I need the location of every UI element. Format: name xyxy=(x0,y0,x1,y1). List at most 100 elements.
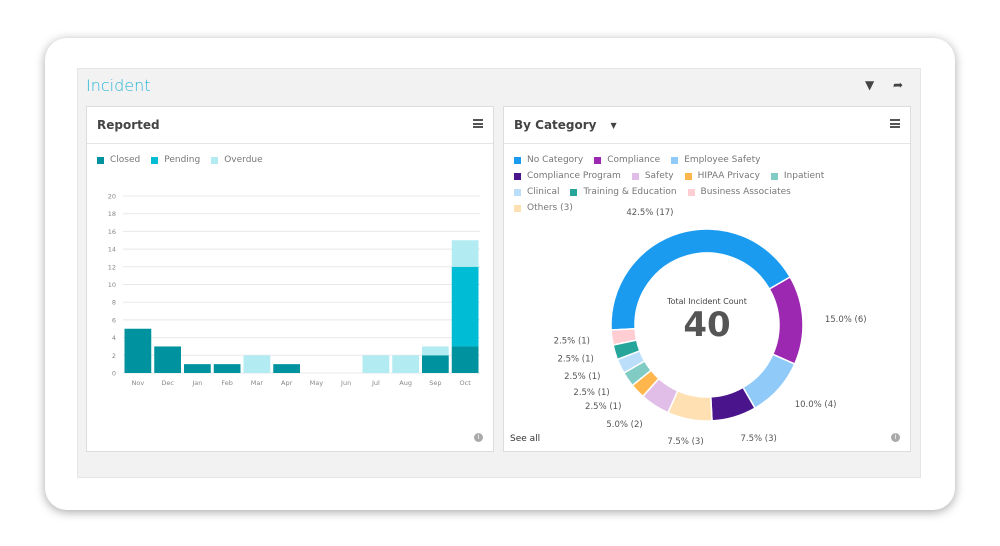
bar-overdue xyxy=(451,240,479,267)
slice-label: 2.5% (1) xyxy=(585,402,621,412)
legend-swatch xyxy=(514,204,521,212)
slice-label: 7.5% (3) xyxy=(741,434,777,444)
bar-closed xyxy=(422,355,449,373)
legend-item[interactable]: Closed xyxy=(97,152,140,168)
by-category-card: By Category ▼ No Category Compliance Employ… xyxy=(503,106,911,452)
list-menu-icon[interactable] xyxy=(890,119,900,128)
legend-swatch xyxy=(514,172,521,180)
slice-label: 2.5% (1) xyxy=(573,388,609,398)
legend-label: Business Associates xyxy=(700,187,791,197)
legend-item[interactable]: No Category xyxy=(514,152,583,168)
y-tick-label: 12 xyxy=(108,263,116,271)
y-tick-label: 20 xyxy=(108,193,116,201)
bar-pending xyxy=(451,266,479,347)
bar-closed xyxy=(154,346,181,373)
bar-overdue xyxy=(392,355,419,373)
legend-label: Training & Education xyxy=(583,187,677,197)
x-tick-label: Apr xyxy=(281,379,293,387)
category-dropdown[interactable]: By Category xyxy=(514,118,597,132)
legend-swatch xyxy=(684,172,692,180)
x-tick-label: Mar xyxy=(251,379,264,387)
x-tick-label: Jun xyxy=(340,379,351,387)
y-tick-label: 10 xyxy=(108,281,116,289)
x-tick-label: Sep xyxy=(429,379,441,387)
legend-label: Closed xyxy=(110,155,141,165)
legend-item[interactable]: Safety xyxy=(631,168,674,184)
see-all-link[interactable]: See all xyxy=(510,434,541,444)
panel-title: Incident xyxy=(86,76,151,95)
legend-label: No Category xyxy=(527,155,584,165)
legend-item[interactable]: Others (3) xyxy=(514,200,573,216)
legend-swatch xyxy=(631,172,639,180)
info-icon[interactable]: i xyxy=(474,433,483,442)
x-tick-label: Feb xyxy=(221,379,233,387)
legend-item[interactable]: Inpatient xyxy=(770,168,825,184)
bar-closed xyxy=(184,364,211,373)
filter-icon[interactable]: ▼ xyxy=(865,78,875,92)
y-tick-label: 18 xyxy=(108,210,116,218)
legend-item[interactable]: Business Associates xyxy=(687,184,791,200)
x-tick-label: May xyxy=(310,379,324,387)
bar-closed xyxy=(273,364,300,373)
y-tick-label: 16 xyxy=(108,228,116,236)
legend-item[interactable]: HIPAA Privacy xyxy=(684,168,760,184)
donut-center-label: Total Incident Count xyxy=(667,297,747,306)
legend-item[interactable]: Compliance xyxy=(594,152,660,168)
slice-label: 15.0% (6) xyxy=(825,315,867,325)
y-tick-label: 6 xyxy=(112,316,116,324)
share-icon[interactable]: ➦ xyxy=(893,78,904,92)
y-tick-label: 2 xyxy=(112,352,116,360)
card-title: Reported xyxy=(97,118,160,132)
legend-item[interactable]: Employee Safety xyxy=(671,152,760,168)
y-tick-label: 0 xyxy=(112,370,116,378)
slice-label: 2.5% (1) xyxy=(564,372,600,382)
chevron-down-icon[interactable]: ▼ xyxy=(610,120,617,130)
y-tick-label: 8 xyxy=(112,299,116,307)
legend-item[interactable]: Overdue xyxy=(211,152,263,168)
legend-item[interactable]: Compliance Program xyxy=(514,168,621,184)
bar-closed xyxy=(451,346,479,373)
slice-label: 2.5% (1) xyxy=(558,355,594,365)
x-tick-label: Aug xyxy=(399,379,412,387)
legend-label: Clinical xyxy=(527,187,560,197)
x-tick-label: Dec xyxy=(161,379,174,387)
bar-closed xyxy=(213,364,241,373)
list-menu-icon[interactable] xyxy=(473,119,483,128)
legend-label: Compliance xyxy=(607,155,661,165)
legend-item[interactable]: Clinical xyxy=(514,184,559,200)
x-tick-label: Nov xyxy=(132,379,145,387)
donut-legend: No Category Compliance Employee Safety Comp… xyxy=(504,144,874,224)
slice-label: 5.0% (2) xyxy=(606,420,642,430)
y-tick-label: 4 xyxy=(112,334,116,342)
reported-card: Reported Closed Pending Overdue i xyxy=(86,106,494,452)
info-icon[interactable]: i xyxy=(891,433,900,442)
bar-overdue xyxy=(422,346,449,356)
legend-swatch xyxy=(151,156,159,164)
slice-label: 42.5% (17) xyxy=(626,208,673,218)
legend-label: Employee Safety xyxy=(684,155,761,165)
legend-label: Others (3) xyxy=(527,203,573,213)
donut-total: 40 xyxy=(683,305,731,345)
legend-swatch xyxy=(594,156,602,164)
legend-swatch xyxy=(514,156,521,164)
legend-label: Inpatient xyxy=(783,171,825,181)
legend-item[interactable]: Training & Education xyxy=(570,184,677,200)
bar-overdue xyxy=(362,355,390,373)
legend-swatch xyxy=(687,188,695,196)
legend-label: Safety xyxy=(644,171,674,181)
legend-swatch xyxy=(570,188,578,196)
legend-label: Pending xyxy=(164,155,201,165)
legend-swatch xyxy=(514,188,521,196)
bar-legend: Closed Pending Overdue xyxy=(87,144,493,176)
legend-item[interactable]: Pending xyxy=(151,152,200,168)
bar-closed xyxy=(124,328,152,373)
legend-label: HIPAA Privacy xyxy=(697,171,760,181)
slice-label: 7.5% (3) xyxy=(667,437,703,447)
x-tick-label: Oct xyxy=(460,379,472,387)
legend-swatch xyxy=(770,172,778,180)
y-tick-label: 14 xyxy=(108,246,116,254)
x-tick-label: Jul xyxy=(371,379,380,387)
legend-swatch xyxy=(211,156,219,164)
legend-swatch xyxy=(671,156,679,164)
